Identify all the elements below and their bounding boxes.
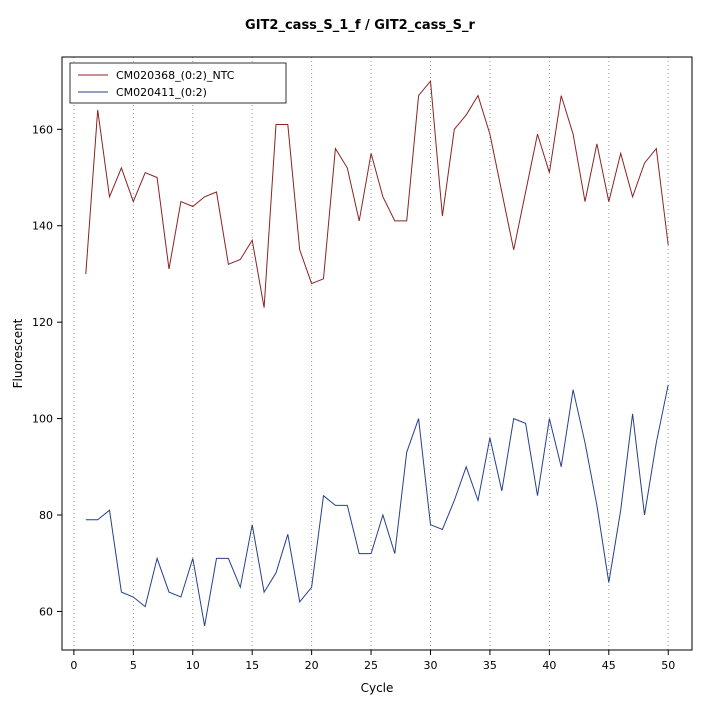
x-axis-tick-label: 0: [70, 659, 77, 672]
chart-title: GIT2_cass_S_1_f / GIT2_cass_S_r: [245, 18, 475, 33]
series-line-cm020368-0-2-ntc: [85, 79, 669, 308]
y-axis-tick-label: 160: [32, 123, 53, 136]
x-axis-tick-label: 35: [483, 659, 497, 672]
x-axis-tick-label: 5: [130, 659, 137, 672]
plot-border: [61, 56, 693, 651]
y-axis-tick-label: 120: [32, 316, 53, 329]
x-axis-tick-label: 30: [423, 659, 437, 672]
series-line-cm020411-0-2-: [85, 384, 669, 626]
legend-box: [69, 62, 287, 104]
x-axis-tick-label: 50: [661, 659, 675, 672]
x-axis-label: Cycle: [361, 681, 394, 695]
y-axis-tick-label: 140: [32, 220, 53, 233]
y-axis-tick-label: 60: [39, 605, 53, 618]
legend-label: CM020411_(0:2): [116, 86, 207, 99]
x-axis-tick-label: 45: [602, 659, 616, 672]
x-axis-tick-label: 40: [542, 659, 556, 672]
x-axis-tick-label: 15: [245, 659, 259, 672]
y-axis-tick-label: 80: [39, 509, 53, 522]
x-axis-tick-label: 25: [364, 659, 378, 672]
y-axis-label: Fluorescent: [11, 318, 25, 388]
legend-label: CM020368_(0:2)_NTC: [116, 69, 235, 82]
x-axis-tick-label: 10: [186, 659, 200, 672]
x-axis-tick-label: 20: [305, 659, 319, 672]
y-axis-tick-label: 100: [32, 413, 53, 426]
